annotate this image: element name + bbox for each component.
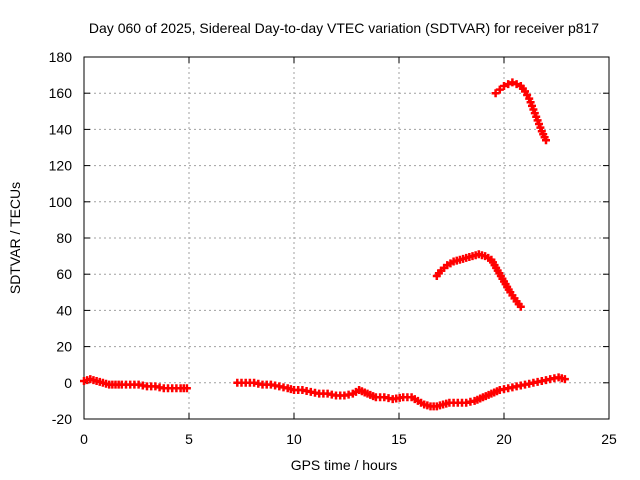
data-point [504, 80, 513, 89]
x-tick-label: 0 [80, 431, 88, 447]
y-axis-label: SDTVAR / TECUs [7, 182, 23, 294]
y-tick-labels: -20 0 20 40 60 80 100 120 140 160 180 [49, 49, 73, 427]
y-tick-label: 80 [56, 230, 72, 246]
y-tick-label: 60 [56, 266, 72, 282]
data-point [182, 384, 191, 393]
y-tick-label: 20 [56, 339, 72, 355]
x-tick-labels: 0 5 10 15 20 25 [80, 431, 617, 447]
y-tick-label: 120 [49, 158, 73, 174]
y-tick-label: -20 [52, 411, 72, 427]
y-tick-label: 140 [49, 121, 73, 137]
x-tick-label: 25 [601, 431, 617, 447]
data-point [495, 85, 504, 94]
x-tick-label: 10 [286, 431, 302, 447]
series-mid-arc [432, 250, 525, 311]
grid-layer [84, 57, 609, 419]
y-tick-label: 0 [64, 375, 72, 391]
y-tick-label: 160 [49, 85, 73, 101]
y-tick-label: 180 [49, 49, 73, 65]
y-tick-label: 40 [56, 302, 72, 318]
data-point [560, 375, 569, 384]
data-point [500, 81, 508, 90]
x-tick-label: 5 [185, 431, 193, 447]
data-point [516, 302, 525, 311]
series-high-arc [491, 78, 550, 145]
chart-title: Day 060 of 2025, Sidereal Day-to-day VTE… [89, 20, 599, 36]
series-low-arcs [80, 373, 569, 411]
x-tick-label: 15 [391, 431, 407, 447]
x-tick-label: 20 [496, 431, 512, 447]
data-point [491, 89, 500, 98]
tick-layer [83, 56, 610, 420]
data-markers [80, 78, 569, 411]
data-point [542, 136, 550, 145]
data-point [508, 78, 517, 87]
data-point [512, 80, 521, 89]
y-tick-label: 100 [49, 194, 73, 210]
x-axis-label: GPS time / hours [291, 457, 398, 473]
